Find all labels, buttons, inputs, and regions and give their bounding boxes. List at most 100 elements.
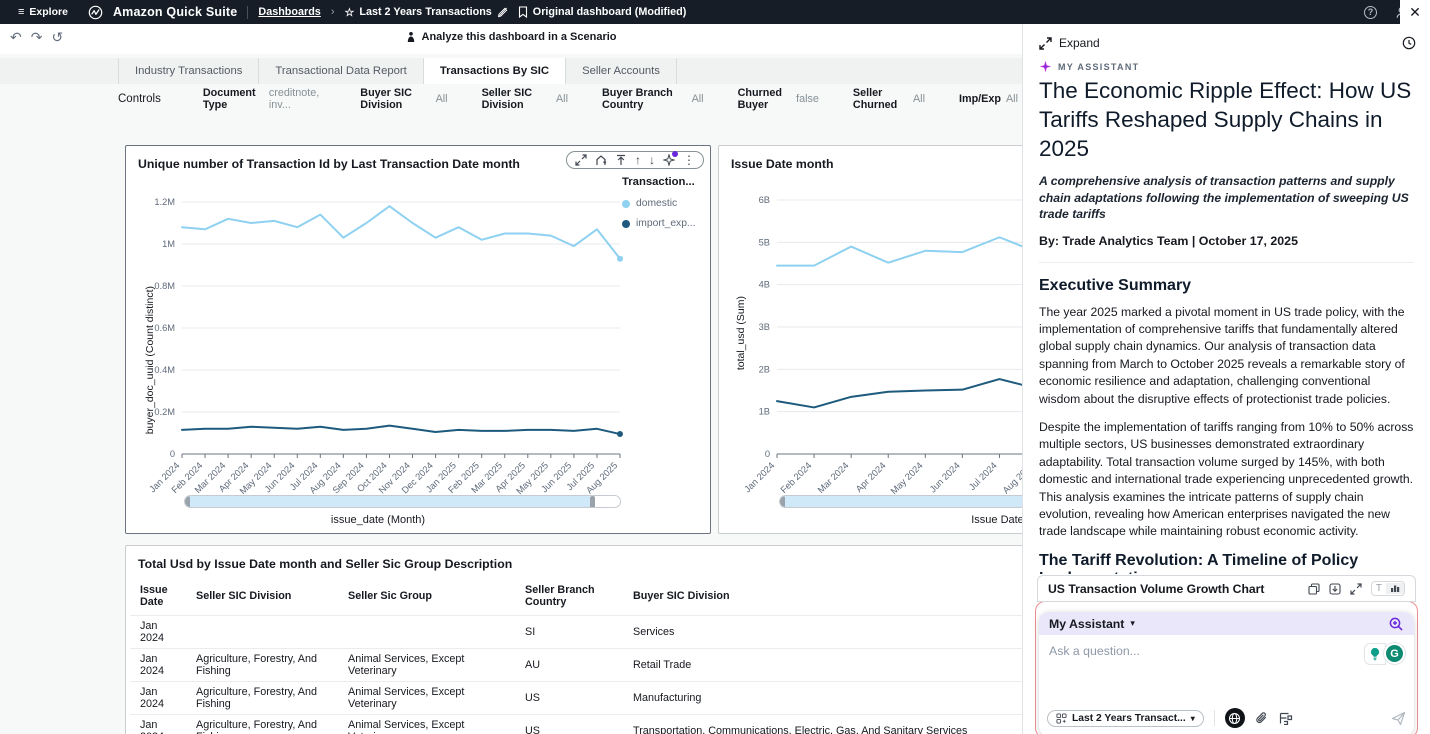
filter-control[interactable]: Buyer Branch Country All — [601, 87, 704, 111]
expand-panel-icon[interactable] — [1039, 36, 1052, 50]
copy-icon[interactable] — [1308, 582, 1320, 595]
col-header[interactable]: Seller SIC Division — [196, 590, 292, 602]
context-selector[interactable]: Last 2 Years Transact... ▾ — [1047, 709, 1204, 727]
col-header[interactable]: Buyer SIC Division — [633, 590, 730, 602]
svg-text:Mar 2024: Mar 2024 — [816, 460, 851, 495]
flows-button[interactable] — [1279, 712, 1293, 725]
svg-text:1B: 1B — [759, 407, 770, 417]
svg-text:6B: 6B — [759, 195, 770, 205]
chart2-date-range-slider[interactable] — [779, 495, 1022, 508]
legend-item[interactable]: domestic — [622, 198, 702, 209]
web-search-button[interactable] — [1224, 708, 1245, 728]
svg-text:Jan 2024: Jan 2024 — [742, 460, 776, 494]
col-header[interactable]: Seller Branch Country — [525, 584, 595, 608]
col-header[interactable]: Issue Date — [140, 584, 168, 608]
history-clock-icon[interactable] — [1402, 36, 1416, 50]
section-heading: Executive Summary — [1039, 276, 1192, 294]
filter-control[interactable]: Seller SIC Division All — [481, 87, 568, 111]
download-icon[interactable] — [1329, 582, 1341, 595]
explore-button[interactable]: ≡ Explore — [8, 4, 78, 21]
svg-text:Jul 2024: Jul 2024 — [967, 460, 999, 492]
suggestions-button[interactable] — [1364, 642, 1386, 665]
expand-chart-icon[interactable] — [1350, 582, 1362, 595]
chart2-plot[interactable]: 0 1B 2B 3B 4B 5B 6B Jan 2024 Feb 2024 Mar 2024 Apr… — [719, 186, 1022, 506]
menu-kebab-icon[interactable]: ⋮ — [683, 153, 695, 167]
chart2-x-axis-label: Issue Date (Month) — [971, 514, 1022, 526]
star-icon[interactable]: ☆ — [344, 6, 355, 19]
redo-button[interactable]: ↷ — [30, 29, 43, 45]
help-icon[interactable]: ? — [1364, 5, 1377, 19]
data-table[interactable]: Issue Date Seller SIC Division Seller Si… — [130, 580, 1022, 734]
svg-text:0: 0 — [765, 449, 770, 459]
breadcrumb-dashboards[interactable]: Dashboards — [258, 6, 321, 18]
topbar-divider — [247, 5, 249, 19]
export-icon[interactable] — [595, 154, 607, 166]
send-button[interactable] — [1391, 711, 1406, 726]
breadcrumb-dashboard-name[interactable]: ☆ Last 2 Years Transactions — [344, 6, 508, 19]
slider-handle-left[interactable] — [780, 496, 785, 507]
close-panel-button[interactable]: ✕ — [1400, 0, 1430, 24]
table-row[interactable]: Jan 2024 Agriculture, Forestry, And Fish… — [130, 648, 1022, 682]
table-row[interactable]: Jan 2024 Agriculture, Forestry, And Fish… — [130, 714, 1022, 734]
ask-question-input[interactable] — [1049, 644, 1344, 658]
dashboard-area: ↶ ↷ ↺ Analyze this dashboard in a Scenar… — [0, 24, 1022, 734]
grammarly-icon: G — [1386, 645, 1403, 662]
svg-text:Apr 2024: Apr 2024 — [854, 460, 888, 494]
analyze-scenario-button[interactable]: Analyze this dashboard in a Scenario — [406, 31, 617, 43]
sheet-tab[interactable]: Transactional Data Report — [258, 58, 422, 84]
pivot-table-visual: Total Usd by Issue Date month and Seller… — [125, 545, 1022, 734]
reset-button[interactable]: ↺ — [51, 29, 64, 45]
table-header-row: Issue Date Seller SIC Division Seller Si… — [130, 580, 1022, 616]
slider-handle-left[interactable] — [185, 496, 190, 507]
assistant-panel: Expand MY ASSISTANT The Economic Ripple … — [1022, 24, 1430, 734]
svg-text:1M: 1M — [162, 239, 175, 249]
legend-item[interactable]: import_exp... — [622, 218, 702, 229]
legend-title: Transaction... — [622, 176, 695, 188]
filter-control[interactable]: Churned Buyer false — [737, 87, 819, 111]
filter-control[interactable]: Seller Churned All — [852, 87, 925, 111]
article-subtitle: A comprehensive analysis of transaction … — [1039, 174, 1409, 221]
move-up-icon[interactable]: ↑ — [635, 153, 641, 167]
ai-insights-button[interactable] — [663, 151, 678, 166]
grammarly-button[interactable]: G — [1383, 642, 1406, 665]
explore-label: Explore — [29, 6, 68, 18]
sheet-tab[interactable]: Seller Accounts — [565, 58, 677, 84]
assistant-widget-header[interactable]: My Assistant ▾ — [1039, 612, 1414, 635]
chart-view-toggle[interactable] — [1386, 583, 1404, 594]
move-down-icon[interactable]: ↓ — [649, 153, 655, 167]
filter-control[interactable]: Imp/Exp All — [958, 93, 1018, 105]
attach-file-button[interactable] — [1255, 711, 1269, 726]
zoom-in-icon[interactable] — [1388, 616, 1404, 632]
embedded-chart-title: US Transaction Volume Growth Chart — [1048, 581, 1265, 596]
chart1-date-range-slider[interactable] — [184, 495, 621, 508]
legend-dot — [622, 199, 630, 208]
col-header[interactable]: Seller Sic Group — [348, 590, 433, 602]
svg-text:Jun 2024: Jun 2024 — [928, 460, 962, 494]
svg-text:4B: 4B — [759, 280, 770, 290]
chart2-title: Issue Date month — [731, 157, 834, 171]
dashboard-toolbar: ↶ ↷ ↺ Analyze this dashboard in a Scenar… — [0, 24, 1022, 54]
bar-chart-icon — [1391, 585, 1400, 592]
assistant-sparkle-icon — [1039, 60, 1052, 73]
svg-text:1.2M: 1.2M — [154, 197, 175, 207]
slider-handle-right[interactable] — [589, 496, 595, 507]
filter-control[interactable]: Document Type creditnote, inv... — [202, 87, 320, 111]
globe-icon — [1229, 712, 1241, 724]
filter-control[interactable]: Buyer SIC Division All — [360, 87, 448, 111]
move-to-top-icon[interactable] — [615, 154, 627, 166]
expand-label[interactable]: Expand — [1059, 36, 1100, 50]
sheet-tabs: Industry Transactions Transactional Data… — [0, 58, 1022, 84]
svg-text:Aug 2024: Aug 2024 — [1001, 460, 1022, 495]
breadcrumb-doc-name[interactable]: Original dashboard (Modified) — [518, 6, 686, 18]
maximize-icon[interactable] — [575, 154, 587, 166]
text-view-toggle[interactable]: T — [1375, 583, 1382, 594]
sheet-tab[interactable]: Transactions By SIC — [422, 58, 566, 84]
chart-transactions-by-month: Unique number of Transaction Id by Last … — [125, 145, 711, 534]
sheet-tab[interactable]: Industry Transactions — [118, 58, 258, 84]
article-title: The Economic Ripple Effect: How US Tarif… — [1039, 78, 1412, 161]
table-row[interactable]: Jan 2024 Agriculture, Forestry, And Fish… — [130, 681, 1022, 715]
lightbulb-icon — [1370, 647, 1380, 660]
table-row[interactable]: Jan 2024 SI Services — [130, 615, 1022, 649]
undo-button[interactable]: ↶ — [10, 29, 22, 45]
